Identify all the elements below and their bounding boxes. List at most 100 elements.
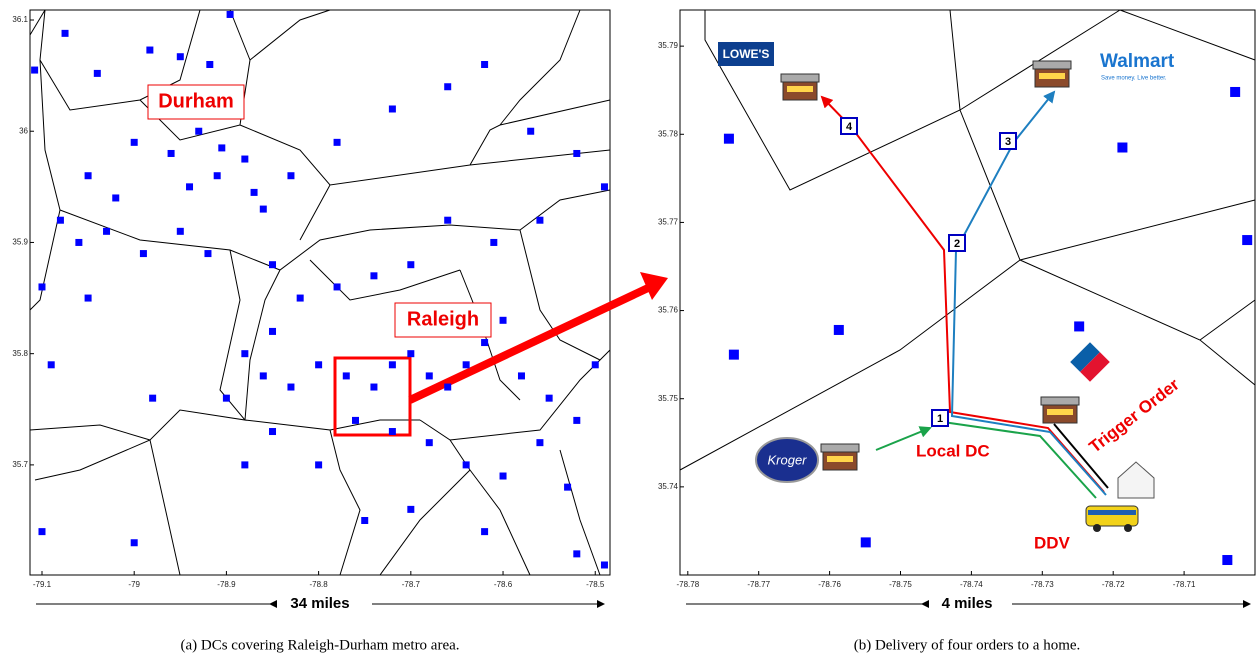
dc-point <box>38 528 46 536</box>
dc-point <box>31 66 39 74</box>
dc-point <box>146 46 154 54</box>
dc-point <box>407 350 415 358</box>
x-tick-label: -78.74 <box>960 580 983 589</box>
dc-point <box>481 339 489 347</box>
dc-point <box>527 127 535 135</box>
annotation: Local DC <box>916 441 990 460</box>
store-icon <box>820 443 860 471</box>
dc-point <box>213 172 221 180</box>
dc-point <box>315 461 323 469</box>
x-tick-label: -78.5 <box>586 580 605 589</box>
store-roof <box>820 443 860 453</box>
x-tick-label: -78.75 <box>889 580 912 589</box>
dc-point <box>176 227 184 235</box>
route-node <box>840 117 858 135</box>
route-node <box>999 132 1017 150</box>
dc-point <box>226 10 234 18</box>
walmart-logo-text: Walmart <box>1100 51 1175 72</box>
dc-point <box>573 149 581 157</box>
y-tick-label: 36.1 <box>12 15 28 24</box>
dc-point <box>167 149 175 157</box>
store-icon <box>780 73 820 101</box>
dc-point <box>333 283 341 291</box>
y-tick-label: 35.77 <box>658 218 679 227</box>
dominos-tile <box>1080 352 1110 382</box>
dc-point <box>600 561 608 569</box>
ddv-truck-stripe <box>1088 510 1136 515</box>
dc-point <box>388 361 396 369</box>
dc-point <box>93 69 101 77</box>
ddv-truck <box>1085 505 1139 527</box>
store-icon <box>1040 396 1080 424</box>
dc-point <box>333 138 341 146</box>
x-tick-label: -78.73 <box>1031 580 1054 589</box>
store-roof <box>1040 396 1080 406</box>
dc-point <box>222 394 230 402</box>
dc-point <box>269 261 277 269</box>
y-tick-label: 36 <box>19 126 28 135</box>
dc-point <box>462 461 470 469</box>
kroger-logo <box>755 437 819 483</box>
dc-point <box>545 394 553 402</box>
dc-point <box>462 361 470 369</box>
ddv-wheel <box>1093 524 1101 532</box>
dc-point <box>186 183 194 191</box>
dc-point <box>1242 235 1253 246</box>
dc-point <box>591 361 599 369</box>
dc-point <box>206 60 214 68</box>
dc-point <box>1230 86 1241 97</box>
dc-point <box>259 205 267 213</box>
dc-point <box>573 550 581 558</box>
store-roof <box>780 73 820 83</box>
dc-point <box>573 416 581 424</box>
lowes-logo <box>718 42 774 66</box>
dc-point <box>1074 321 1085 332</box>
dc-point <box>388 105 396 113</box>
store-icon <box>1032 60 1072 88</box>
dc-point <box>600 183 608 191</box>
x-tick-label: -78.7 <box>402 580 421 589</box>
y-tick-label: 35.8 <box>12 349 28 358</box>
dc-point <box>61 29 69 37</box>
dc-point <box>218 144 226 152</box>
x-tick-label: -78.9 <box>217 580 236 589</box>
dc-point <box>241 350 249 358</box>
x-tick-label: -78.76 <box>818 580 841 589</box>
route-node-label: 3 <box>1005 136 1011 148</box>
dc-point <box>407 505 415 513</box>
x-tick-label: -78.77 <box>747 580 770 589</box>
y-tick-label: 35.74 <box>658 482 679 491</box>
route-node <box>931 409 949 427</box>
dc-point <box>112 194 120 202</box>
y-tick-label: 35.78 <box>658 129 679 138</box>
dc-point <box>361 517 369 525</box>
plot-frame <box>29 9 611 576</box>
x-tick-label: -78.71 <box>1173 580 1196 589</box>
dc-point <box>103 227 111 235</box>
dominos-tile <box>1070 342 1100 372</box>
dc-point <box>860 537 871 548</box>
dc-point <box>269 428 277 436</box>
dc-point <box>296 294 304 302</box>
dc-point <box>481 528 489 536</box>
caption: (b) Delivery of four orders to a home. <box>854 637 1081 653</box>
dc-point <box>47 361 55 369</box>
x-tick-label: -78.6 <box>494 580 513 589</box>
x-tick-label: -79 <box>128 580 140 589</box>
dc-point <box>536 216 544 224</box>
y-tick-label: 35.75 <box>658 394 679 403</box>
dc-point <box>444 216 452 224</box>
dc-point <box>342 372 350 380</box>
zoom-arrow <box>408 284 650 404</box>
dc-point <box>241 461 249 469</box>
dc-point <box>425 439 433 447</box>
dc-point <box>499 316 507 324</box>
dc-point <box>176 53 184 61</box>
zoom-arrow-head <box>640 272 668 300</box>
dominos-logo <box>1070 342 1110 382</box>
city-label-box <box>147 84 245 120</box>
x-tick-label: -78.78 <box>676 580 699 589</box>
dc-point <box>481 60 489 68</box>
dc-point <box>833 324 844 335</box>
voronoi-edges <box>679 9 1256 471</box>
